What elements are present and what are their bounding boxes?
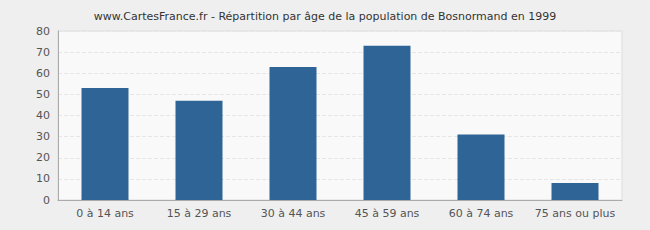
svg-text:0 à 14 ans: 0 à 14 ans <box>76 207 134 220</box>
svg-text:45 à 59 ans: 45 à 59 ans <box>355 207 420 220</box>
svg-text:60 à 74 ans: 60 à 74 ans <box>449 207 514 220</box>
svg-text:40: 40 <box>36 109 50 122</box>
svg-text:75 ans ou plus: 75 ans ou plus <box>535 207 616 220</box>
svg-text:15 à 29 ans: 15 à 29 ans <box>167 207 232 220</box>
svg-text:0: 0 <box>43 194 50 207</box>
svg-text:80: 80 <box>36 25 50 38</box>
svg-text:20: 20 <box>36 151 50 164</box>
svg-text:30: 30 <box>36 130 50 143</box>
svg-text:www.CartesFrance.fr - Répartit: www.CartesFrance.fr - Répartition par âg… <box>94 10 556 23</box>
svg-text:10: 10 <box>36 172 50 185</box>
svg-text:60: 60 <box>36 67 50 80</box>
svg-text:70: 70 <box>36 46 50 59</box>
svg-text:50: 50 <box>36 88 50 101</box>
svg-text:30 à 44 ans: 30 à 44 ans <box>261 207 326 220</box>
